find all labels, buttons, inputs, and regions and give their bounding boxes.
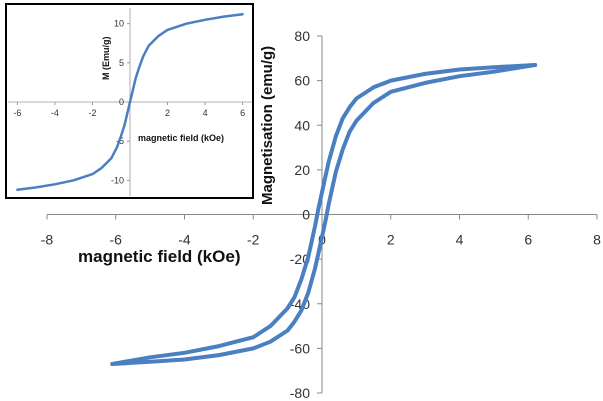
- inset-series-line-1: [16, 13, 244, 191]
- inset-x-tick-label: -6: [13, 108, 21, 118]
- main-x-tick-label: 4: [456, 232, 464, 248]
- main-x-tick-label: 6: [524, 232, 532, 248]
- inset-y-tick-label: 5: [119, 58, 124, 68]
- main-series-line-1: [110, 63, 538, 366]
- inset-x-axis-label: magnetic field (kOe): [138, 133, 224, 143]
- main-x-tick-label: -4: [178, 232, 191, 248]
- main-x-tick-label: 2: [387, 232, 395, 248]
- inset-y-tick-label: 0: [119, 97, 124, 107]
- inset-x-tick-label: 4: [203, 108, 208, 118]
- inset-y-axis-label: M (Emu/g): [101, 37, 111, 81]
- main-y-tick-label: 40: [294, 117, 310, 133]
- main-y-tick-label: 60: [294, 73, 310, 89]
- main-x-tick-label: -2: [247, 232, 260, 248]
- inset-frame: [5, 3, 254, 199]
- main-y-tick-label: 20: [294, 162, 310, 178]
- inset-y-tick-label: 10: [114, 19, 124, 29]
- main-x-tick-label: -8: [41, 232, 54, 248]
- inset-x-tick-label: 2: [165, 108, 170, 118]
- main-y-tick-label: -60: [290, 340, 310, 356]
- main-y-tick-label: 0: [302, 207, 310, 223]
- main-x-tick-label: 8: [593, 232, 601, 248]
- main-y-tick-label: 80: [294, 28, 310, 44]
- inset-x-tick-label: 6: [240, 108, 245, 118]
- main-y-tick-label: -80: [290, 385, 310, 401]
- inset-x-tick-label: -2: [88, 108, 96, 118]
- main-x-tick-label: -6: [110, 232, 123, 248]
- main-series-group: [110, 63, 538, 366]
- inset-series-group: [16, 13, 244, 191]
- main-x-axis-label: magnetic field (kOe): [78, 247, 240, 266]
- main-series-line-2: [110, 63, 538, 366]
- main-axes: [46, 35, 598, 394]
- inset-x-tick-label: -4: [51, 108, 59, 118]
- inset-y-tick-label: -10: [111, 175, 124, 185]
- main-y-axis-label: Magnetisation (emu/g): [259, 46, 276, 205]
